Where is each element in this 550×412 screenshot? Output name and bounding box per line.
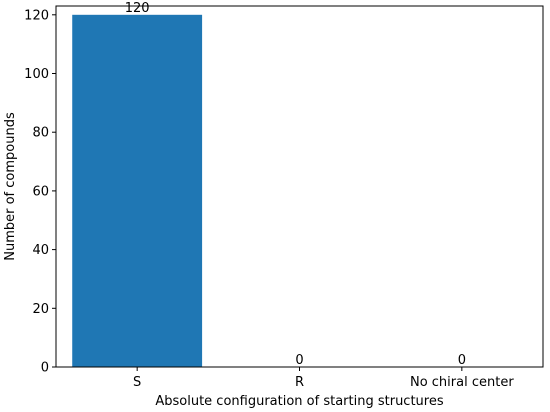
bars-group: [72, 14, 203, 368]
y-axis-ticks: 0 20 40 60 80 100 120: [24, 8, 56, 376]
y-tick-label-6: 120: [24, 8, 49, 23]
y-tick-label-3: 60: [32, 184, 49, 199]
x-tick-label-0: S: [133, 375, 141, 390]
x-axis-ticks: S R No chiral center: [133, 367, 514, 390]
bar-0: [72, 14, 203, 368]
y-tick-label-5: 100: [24, 67, 49, 82]
x-tick-label-2: No chiral center: [410, 375, 514, 390]
x-tick-label-1: R: [295, 375, 304, 390]
y-tick-label-2: 40: [32, 243, 49, 258]
data-labels-group: 120 0 0: [125, 1, 466, 368]
data-label-1: 0: [295, 353, 303, 368]
data-label-2: 0: [458, 353, 466, 368]
data-label-0: 120: [125, 1, 150, 16]
y-axis-label: Number of compounds: [3, 112, 18, 261]
y-tick-label-4: 80: [32, 126, 49, 141]
y-tick-label-0: 0: [41, 361, 49, 376]
x-axis-label: Absolute configuration of starting struc…: [155, 394, 443, 409]
y-tick-label-1: 20: [32, 302, 49, 317]
